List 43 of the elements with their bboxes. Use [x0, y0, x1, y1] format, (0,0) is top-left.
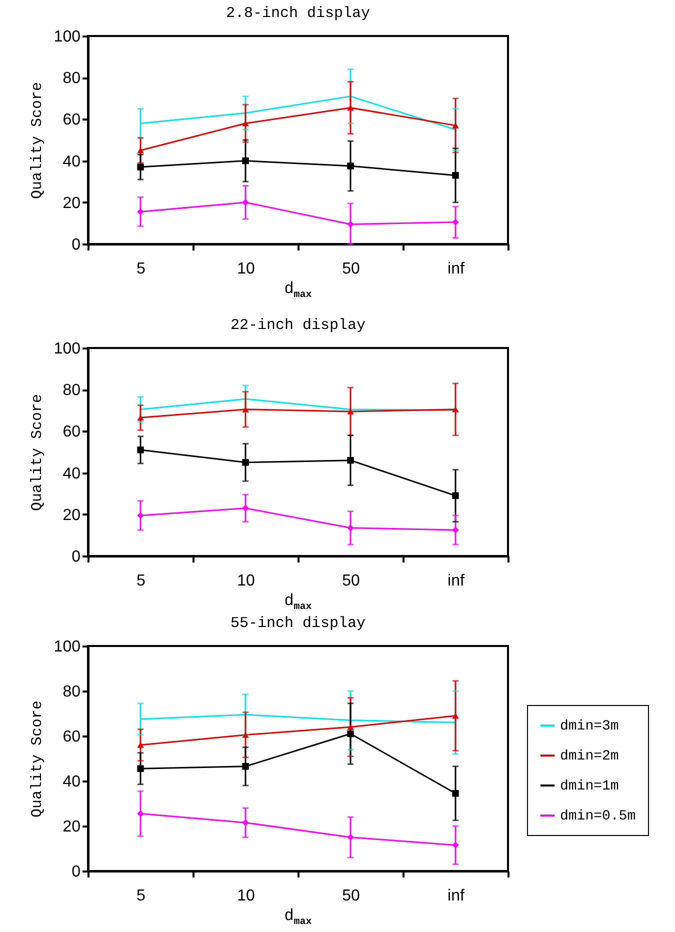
y-tick-label: 0	[72, 236, 81, 254]
y-tick-label: 20	[62, 506, 81, 524]
x-tick-label: inf	[448, 888, 465, 904]
x-tick-label: 5	[136, 888, 146, 904]
x-tick-label: 10	[237, 888, 255, 904]
y-tick-label: 60	[62, 728, 81, 746]
y-tick-label: 60	[62, 112, 81, 129]
y-tick-label: 100	[54, 340, 81, 358]
legend-label: dmin=3m	[560, 718, 619, 734]
y-tick-label: 100	[54, 638, 81, 656]
y-tick-label: 80	[62, 382, 81, 400]
legend-label: dmin=1m	[560, 778, 619, 794]
legend-label: dmin=2m	[560, 748, 619, 764]
x-axis-title: d$_{max}$	[284, 280, 312, 302]
y-tick-label: 20	[62, 194, 81, 212]
y-axis-title: Quality Score	[28, 82, 46, 200]
x-tick-label: 50	[342, 572, 360, 590]
x-tick-label: 50	[342, 260, 360, 278]
chart-title: 22-inch display	[230, 317, 366, 334]
x-tick-label: inf	[448, 260, 465, 278]
x-tick-label: inf	[448, 572, 465, 590]
y-tick-label: 60	[62, 424, 81, 441]
y-tick-label: 20	[62, 818, 81, 836]
x-tick-label: 5	[136, 260, 146, 278]
x-axis-title: d$_{max}$	[284, 907, 312, 928]
y-tick-label: 80	[62, 684, 81, 700]
y-tick-label: 40	[62, 153, 81, 170]
chart-title: 2.8-inch display	[226, 5, 370, 22]
y-tick-label: 40	[62, 774, 81, 790]
x-tick-label: 10	[237, 260, 255, 278]
y-tick-label: 0	[72, 548, 81, 566]
x-tick-label: 10	[237, 572, 255, 590]
x-axis-title: d$_{max}$	[284, 592, 312, 614]
y-tick-label: 100	[54, 28, 81, 46]
y-tick-label: 0	[72, 864, 81, 880]
legend-label: dmin=0.5m	[560, 808, 636, 824]
y-tick-label: 80	[62, 70, 81, 88]
y-axis-title: Quality Score	[28, 700, 46, 818]
y-axis-title: Quality Score	[28, 394, 46, 512]
chart-title: 55-inch display	[230, 615, 366, 632]
y-tick-label: 40	[62, 465, 81, 482]
x-tick-label: 5	[136, 572, 146, 590]
x-tick-label: 50	[342, 888, 360, 904]
